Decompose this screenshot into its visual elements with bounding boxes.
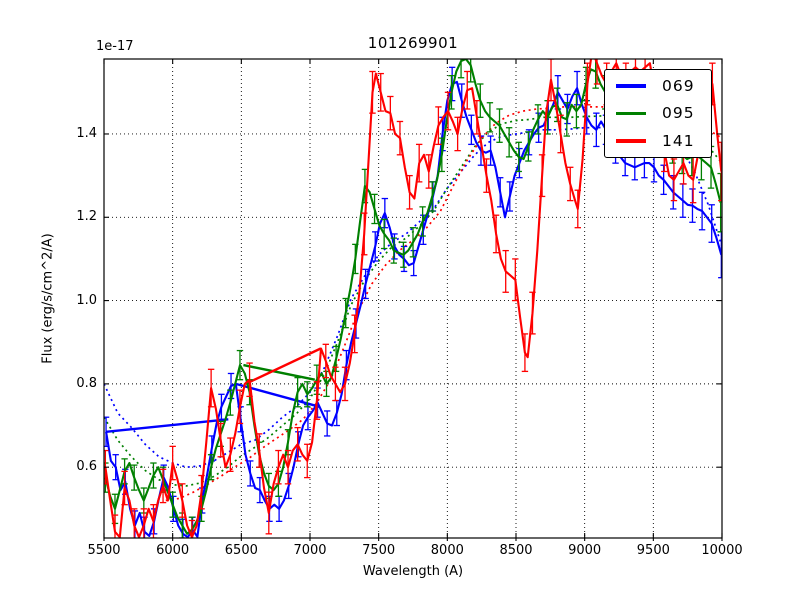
x-tick-label-8500: 8500 [499,543,533,558]
y-tick-label-0.6: 0.6 [76,459,97,475]
y-axis-offset-label: 1e-17 [96,39,134,54]
x-tick-label-9500: 9500 [636,543,670,558]
legend-line-icon [616,111,646,116]
x-tick-label-8000: 8000 [430,543,464,558]
tick-marks [103,59,723,541]
y-tick-label-1.4: 1.4 [76,125,97,141]
x-tick-label-7000: 7000 [293,543,327,558]
y-tick-label-1.0: 1.0 [76,292,97,308]
x-tick-label-6000: 6000 [156,543,190,558]
dotted-template-069-template [104,124,722,469]
legend-entry-141: 141 [605,132,711,150]
plot-title: 101269901 [367,34,459,52]
legend-entry-069: 069 [605,77,711,95]
x-tick-label-7500: 7500 [362,543,396,558]
x-axis-label: Wavelength (A) [362,564,464,579]
legend-label: 069 [662,76,695,95]
y-tick-label-1.2: 1.2 [76,209,97,225]
x-tick-label-9000: 9000 [568,543,602,558]
legend-line-icon [616,84,646,88]
series-group [104,59,722,538]
x-tick-label-5500: 5500 [87,543,121,558]
095-gap-segment [243,363,316,381]
grid-lines [104,59,722,538]
legend-label: 141 [662,132,695,151]
x-tick-label-6500: 6500 [224,543,258,558]
x-tick-label-10000: 10000 [701,543,743,558]
legend-label: 095 [662,104,695,123]
legend-line-icon [616,139,646,143]
legend: 069 095 141 [604,69,712,158]
069-gap-segment-1 [105,418,229,433]
spectrum-line-141 [104,59,722,538]
axes-frame [103,58,723,539]
141-gap-segment [244,347,322,385]
legend-entry-095: 095 [605,104,711,122]
y-tick-label-0.8: 0.8 [76,375,97,391]
